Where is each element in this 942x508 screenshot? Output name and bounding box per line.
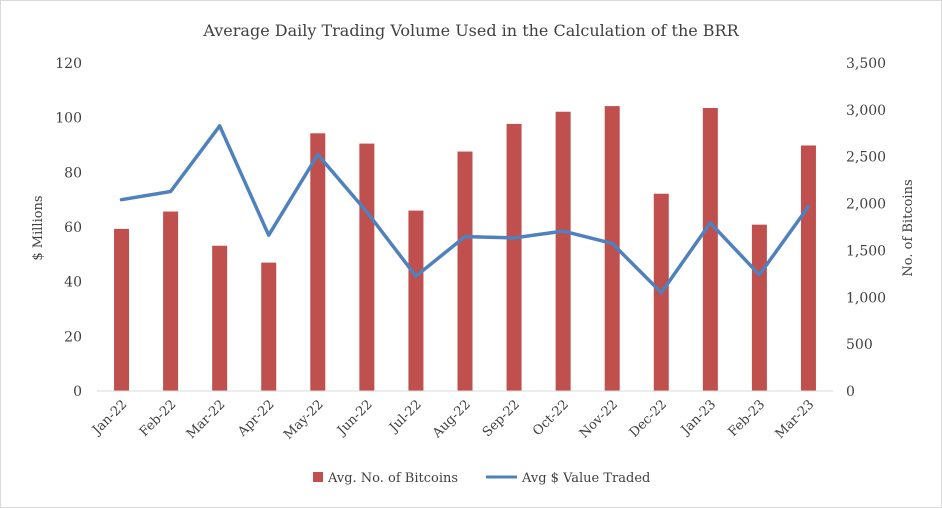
bar xyxy=(408,210,424,391)
bar xyxy=(702,107,718,392)
right-tick-label: 1,500 xyxy=(846,243,886,259)
bar-series xyxy=(114,106,816,392)
bar xyxy=(457,151,473,391)
legend-label-bitcoins: Avg. No. of Bitcoins xyxy=(327,471,458,486)
bar xyxy=(555,111,571,391)
bar xyxy=(163,211,179,391)
chart-title: Average Daily Trading Volume Used in the… xyxy=(202,21,739,40)
x-tick-label: Jun-22 xyxy=(333,397,375,439)
x-tick-label: Jan-22 xyxy=(88,397,130,439)
bar xyxy=(604,106,620,391)
x-tick-label: Mar-23 xyxy=(773,397,818,442)
bar xyxy=(751,224,767,391)
left-tick-label: 120 xyxy=(55,56,82,72)
bar xyxy=(800,145,816,391)
legend: Avg. No. of Bitcoins Avg $ Value Traded xyxy=(313,471,650,486)
left-tick-label: 100 xyxy=(55,111,82,127)
x-tick-label: Jan-23 xyxy=(677,397,719,439)
left-axis-title: $ Millions xyxy=(31,195,46,260)
x-tick-label: Nov-22 xyxy=(577,397,621,441)
x-tick-label: Feb-23 xyxy=(726,397,769,440)
bar xyxy=(506,123,522,392)
x-axis-ticks: Jan-22 Feb-22 Mar-22 Apr-22 May-22 Jun-22 Jul-… xyxy=(88,397,817,442)
right-axis-ticks: 0 500 1,000 1,500 2,000 2,500 3,000 3,500 xyxy=(846,56,886,400)
x-tick-label: Aug-22 xyxy=(429,397,474,442)
x-tick-label: Feb-22 xyxy=(137,397,180,440)
bar xyxy=(212,245,228,391)
series-line xyxy=(119,124,811,295)
x-tick-label: Sep-22 xyxy=(480,397,523,440)
x-tick-label: Mar-22 xyxy=(184,397,229,442)
x-tick-label: Dec-22 xyxy=(627,397,670,440)
right-tick-label: 500 xyxy=(846,337,873,353)
bar xyxy=(261,262,277,391)
left-tick-label: 40 xyxy=(64,275,82,291)
right-tick-label: 2,000 xyxy=(846,197,886,213)
left-tick-label: 60 xyxy=(64,220,82,236)
legend-swatch-bitcoins xyxy=(313,472,323,482)
right-tick-label: 3,000 xyxy=(846,103,886,119)
left-tick-label: 80 xyxy=(64,165,82,181)
bar xyxy=(359,143,375,391)
left-tick-label: 20 xyxy=(64,329,82,345)
right-tick-label: 2,500 xyxy=(846,150,886,166)
bar xyxy=(114,228,130,391)
line-series xyxy=(119,124,811,295)
x-tick-label: Oct-22 xyxy=(530,397,572,439)
right-tick-label: 0 xyxy=(846,384,855,400)
left-axis-ticks: 0 20 40 60 80 100 120 xyxy=(55,56,82,400)
x-tick-label: May-22 xyxy=(281,397,326,442)
x-tick-label: Apr-22 xyxy=(235,397,278,440)
left-tick-label: 0 xyxy=(73,384,82,400)
right-tick-label: 3,500 xyxy=(846,56,886,72)
right-axis-title: No. of Bitcoins xyxy=(901,179,916,276)
bar xyxy=(310,133,326,392)
x-tick-label: Jul-22 xyxy=(385,397,424,436)
right-tick-label: 1,000 xyxy=(846,290,886,306)
legend-label-value-traded: Avg $ Value Traded xyxy=(521,471,650,486)
